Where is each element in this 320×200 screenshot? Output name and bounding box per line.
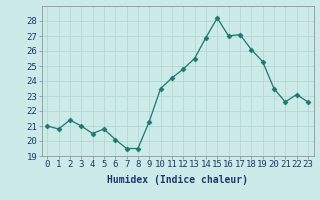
X-axis label: Humidex (Indice chaleur): Humidex (Indice chaleur) bbox=[107, 175, 248, 185]
